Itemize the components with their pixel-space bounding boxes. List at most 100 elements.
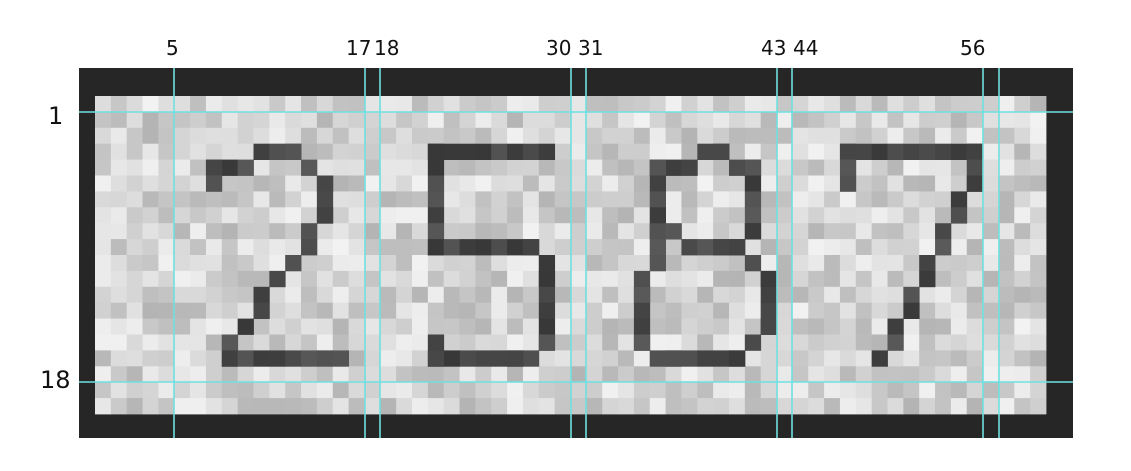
pixel-cell — [998, 382, 1015, 399]
pixel-cell — [459, 223, 476, 240]
pixel-cell — [950, 270, 968, 288]
pixel-cell — [697, 223, 714, 240]
pixel-cell — [332, 127, 349, 145]
pixel-cell — [681, 96, 698, 113]
pixel-cell — [744, 143, 762, 160]
pixel-cell — [142, 207, 159, 224]
column-mark-43: 43 — [761, 36, 787, 60]
pixel-cell — [538, 175, 556, 192]
pixel-cell — [633, 175, 651, 192]
pixel-cell — [380, 191, 397, 208]
pixel-cell — [205, 270, 223, 288]
pixel-cell — [174, 111, 191, 129]
pixel-cell — [697, 207, 714, 224]
pixel-cell — [824, 96, 841, 113]
pixel-cell — [412, 382, 429, 399]
pixel-cell — [507, 382, 524, 399]
pixel-cell — [110, 111, 128, 129]
pixel-cell — [126, 223, 143, 240]
pixel-cell — [839, 127, 857, 145]
pixel-cell — [871, 239, 888, 256]
pixel-cell — [348, 286, 365, 304]
pixel-cell — [792, 223, 809, 240]
pixel-cell — [427, 111, 445, 129]
pixel-cell — [982, 334, 999, 351]
pixel-cell — [316, 382, 334, 399]
pixel-cell — [871, 191, 888, 208]
pixel-cell — [301, 175, 318, 192]
pixel-cell — [126, 350, 143, 367]
pixel-cell — [982, 96, 999, 113]
pixel-cell — [776, 318, 793, 335]
pixel-cell — [301, 143, 318, 160]
pixel-cell — [570, 334, 587, 351]
pixel-cell — [1014, 239, 1031, 256]
pixel-cell — [618, 159, 635, 176]
pixel-cell — [935, 159, 952, 176]
pixel-cell — [808, 223, 825, 240]
pixel-cell — [729, 398, 746, 415]
pixel-cell — [713, 111, 730, 129]
pixel-cell — [364, 270, 381, 288]
pixel-cell — [332, 223, 349, 240]
pixel-cell — [348, 96, 365, 113]
pixel-cell — [538, 398, 556, 415]
pixel-cell — [649, 366, 666, 383]
pixel-cell — [205, 318, 223, 335]
pixel-cell — [919, 286, 936, 304]
pixel-cell — [522, 255, 540, 272]
pixel-cell — [744, 270, 762, 288]
pixel-cell — [966, 127, 983, 145]
pixel-cell — [935, 318, 952, 335]
pixel-cell — [396, 223, 413, 240]
pixel-cell — [301, 270, 318, 288]
digit-pixel — [633, 270, 651, 288]
row-mark-1: 1 — [48, 102, 64, 130]
pixel-cell — [142, 334, 159, 351]
pixel-cell — [1030, 159, 1047, 176]
pixel-cell — [570, 96, 587, 113]
pixel-cell — [237, 239, 254, 256]
pixel-cell — [871, 382, 888, 399]
pixel-cell — [570, 366, 587, 383]
pixel-cell — [126, 239, 143, 256]
digit-pixel — [760, 318, 777, 335]
pixel-cell — [681, 398, 698, 415]
pixel-cell — [713, 223, 730, 240]
pixel-cell — [158, 255, 175, 272]
pixel-cell — [459, 302, 476, 319]
digit-pixel — [507, 143, 524, 160]
pixel-cell — [554, 286, 571, 304]
pixel-cell — [919, 382, 936, 399]
pixel-cell — [554, 111, 571, 129]
pixel-cell — [427, 302, 445, 319]
digit-pixel — [633, 302, 651, 319]
pixel-cell — [332, 111, 349, 129]
pixel-cell — [126, 398, 143, 415]
pixel-cell — [570, 175, 587, 192]
pixel-cell — [824, 398, 841, 415]
pixel-cell — [602, 398, 619, 415]
digit-pixel — [744, 175, 762, 192]
pixel-cell — [269, 175, 286, 192]
pixel-cell — [142, 96, 159, 113]
pixel-cell — [554, 239, 571, 256]
pixel-cell — [126, 270, 143, 288]
digit-pixel — [237, 350, 254, 367]
pixel-cell — [618, 127, 635, 145]
pixel-cell — [427, 398, 445, 415]
digit-pixel — [301, 350, 318, 367]
pixel-cell — [190, 143, 207, 160]
pixel-cell — [649, 318, 666, 335]
pixel-cell — [871, 111, 888, 129]
pixel-cell — [412, 96, 429, 113]
pixel-cell — [285, 223, 302, 240]
pixel-cell — [205, 223, 223, 240]
pixel-cell — [396, 111, 413, 129]
pixel-cell — [142, 255, 159, 272]
pixel-cell — [998, 191, 1015, 208]
pixel-cell — [380, 270, 397, 288]
pixel-cell — [269, 207, 286, 224]
pixel-cell — [554, 191, 571, 208]
digit-pixel — [253, 286, 270, 304]
